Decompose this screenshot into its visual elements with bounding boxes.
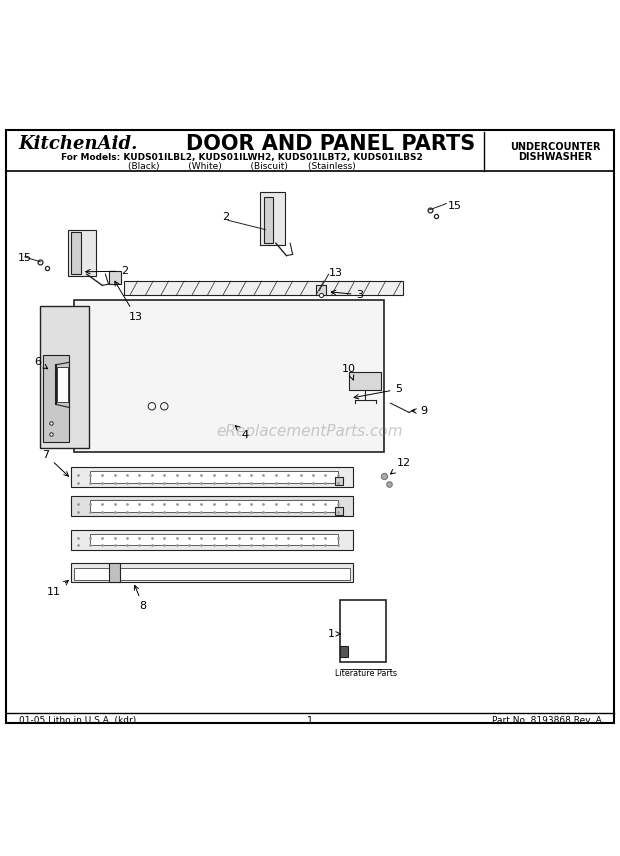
Text: 12: 12: [391, 459, 411, 474]
Text: 1: 1: [307, 716, 313, 726]
Text: KitchenAid.: KitchenAid.: [19, 135, 138, 153]
Bar: [71, 467, 353, 487]
Bar: [74, 568, 350, 580]
Bar: [71, 232, 81, 274]
Bar: [71, 496, 353, 516]
Bar: [260, 193, 285, 245]
Text: 10: 10: [342, 364, 356, 380]
Bar: [108, 563, 120, 582]
Text: 6: 6: [34, 357, 48, 369]
Text: Literature Parts: Literature Parts: [335, 669, 397, 678]
Bar: [43, 355, 69, 442]
Bar: [74, 300, 384, 452]
Bar: [90, 472, 338, 483]
Text: For Models: KUDS01ILBL2, KUDS01ILWH2, KUDS01ILBT2, KUDS01ILBS2: For Models: KUDS01ILBL2, KUDS01ILWH2, KU…: [61, 152, 423, 162]
Bar: [335, 507, 343, 514]
Text: 4: 4: [236, 425, 249, 440]
Text: 11: 11: [46, 580, 68, 597]
Bar: [108, 271, 121, 283]
Text: 13: 13: [329, 268, 343, 278]
Bar: [124, 281, 403, 294]
Text: 2: 2: [222, 212, 229, 223]
Text: (Black)          (White)          (Biscuit)       (Stainless): (Black) (White) (Biscuit) (Stainless): [128, 162, 356, 171]
Text: 3: 3: [331, 290, 363, 300]
Text: UNDERCOUNTER: UNDERCOUNTER: [510, 142, 600, 152]
Bar: [340, 646, 348, 657]
Bar: [68, 229, 96, 276]
Text: DOOR AND PANEL PARTS: DOOR AND PANEL PARTS: [186, 134, 476, 154]
Bar: [335, 477, 343, 485]
Bar: [40, 306, 89, 448]
Text: 2: 2: [86, 266, 128, 276]
Text: 9: 9: [412, 407, 427, 416]
Bar: [90, 500, 338, 512]
Text: Part No. 8193868 Rev. A: Part No. 8193868 Rev. A: [492, 716, 601, 725]
Text: 15: 15: [448, 200, 462, 211]
Text: 01-05 Litho in U.S.A. (kdr): 01-05 Litho in U.S.A. (kdr): [19, 716, 136, 725]
Text: eReplacementParts.com: eReplacementParts.com: [216, 424, 404, 438]
Text: 5: 5: [354, 384, 402, 399]
Text: 15: 15: [17, 253, 32, 263]
Text: 1: 1: [327, 629, 340, 639]
Text: 7: 7: [42, 449, 68, 476]
Bar: [316, 285, 326, 295]
Bar: [71, 563, 353, 582]
Bar: [349, 372, 381, 389]
Bar: [340, 600, 386, 663]
Text: DISHWASHER: DISHWASHER: [518, 152, 592, 162]
Bar: [57, 367, 68, 402]
Text: 8: 8: [135, 586, 146, 611]
Bar: [90, 534, 338, 545]
Bar: [264, 197, 273, 243]
Bar: [71, 530, 353, 550]
Text: 13: 13: [115, 282, 143, 322]
